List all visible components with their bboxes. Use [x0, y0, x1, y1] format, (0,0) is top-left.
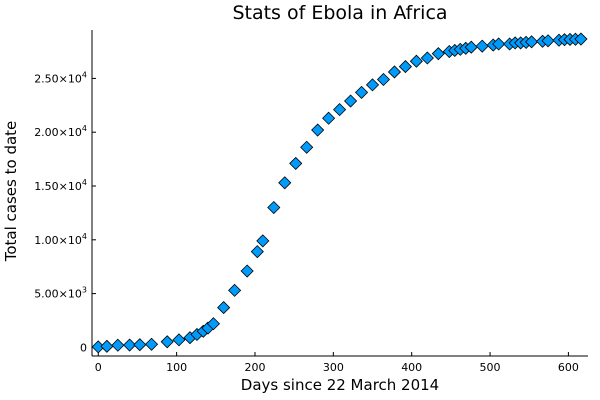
data-point: [333, 103, 347, 117]
data-point: [574, 32, 588, 46]
x-axis-label: Days since 22 March 2014: [241, 376, 439, 394]
y-tick-label: 2.50×104: [34, 70, 87, 85]
y-tick-label: 2.00×104: [34, 124, 87, 139]
data-point: [123, 338, 137, 352]
y-tick-mantissa: 2.50×10: [34, 72, 82, 85]
data-point: [240, 264, 254, 278]
y-tick-mantissa: 2.00×10: [34, 126, 82, 139]
data-point: [289, 156, 303, 170]
data-point: [160, 335, 174, 349]
data-point: [541, 34, 555, 48]
y-tick-mantissa: 1.50×10: [34, 180, 82, 193]
y-tick-exponent: 4: [82, 178, 87, 187]
data-point: [144, 337, 159, 351]
x-tick-label: 200: [244, 361, 265, 374]
data-point: [431, 47, 445, 61]
y-tick-mantissa: 1.00×10: [34, 234, 82, 247]
data-point: [464, 40, 478, 54]
x-tick-label: 400: [401, 361, 422, 374]
y-tick-label: 1.50×104: [34, 178, 87, 193]
x-ticks: 0 100 200 300 400 500 600: [95, 352, 579, 374]
data-point: [398, 60, 412, 74]
x-tick-label: 0: [95, 361, 102, 374]
data-point: [387, 65, 402, 79]
data-point: [311, 123, 325, 137]
chart-title: Stats of Ebola in Africa: [232, 2, 447, 24]
data-point: [250, 245, 264, 259]
data-point: [228, 283, 242, 297]
y-axis-label: Total cases to date: [2, 121, 20, 263]
data-point: [344, 94, 358, 108]
y-tick-label: 0: [80, 341, 87, 354]
data-point: [217, 301, 231, 315]
data-point: [172, 333, 186, 347]
data-point: [111, 338, 125, 352]
x-tick-label: 100: [166, 361, 187, 374]
y-tick-label: 5.00×103: [34, 286, 87, 301]
data-point: [267, 200, 281, 215]
data-point: [354, 85, 369, 99]
y-tick-label: 1.00×104: [34, 232, 87, 247]
data-point: [492, 37, 506, 51]
axes: [91, 30, 588, 357]
data-point: [322, 111, 336, 125]
y-tick-mantissa: 5.00×10: [34, 288, 82, 301]
data-point: [278, 176, 292, 190]
data-point: [133, 338, 147, 352]
data-point: [100, 339, 114, 353]
y-ticks: 05.00×1031.00×1041.50×1042.00×1042.50×10…: [34, 70, 96, 354]
y-tick-mantissa: 0: [80, 341, 87, 354]
data-points: [91, 32, 588, 354]
y-tick-exponent: 4: [82, 70, 87, 79]
data-point: [475, 39, 489, 53]
x-tick-label: 600: [558, 361, 579, 374]
y-tick-exponent: 3: [82, 286, 87, 295]
data-point: [525, 35, 539, 49]
y-tick-exponent: 4: [82, 232, 87, 241]
data-point: [256, 234, 270, 248]
data-point: [409, 54, 423, 68]
x-tick-label: 500: [480, 361, 501, 374]
y-tick-exponent: 4: [82, 124, 87, 133]
data-point: [376, 72, 391, 87]
data-point: [206, 317, 221, 331]
data-point: [300, 140, 314, 154]
data-point: [420, 51, 434, 65]
data-point: [365, 78, 380, 92]
x-tick-label: 300: [323, 361, 344, 374]
